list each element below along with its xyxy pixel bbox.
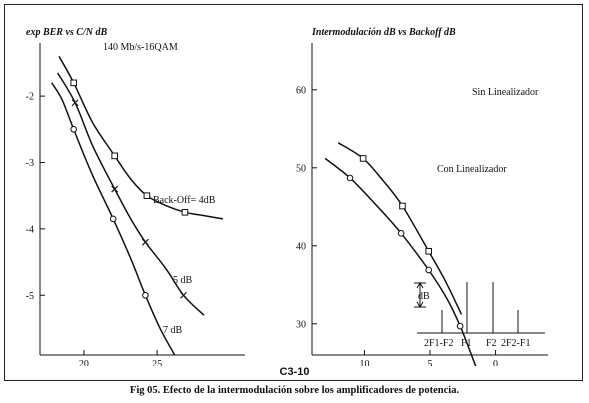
intermod-y-tick-label: 60 (296, 85, 306, 96)
ber-series-1-point (180, 291, 187, 299)
label-sin-linealizador: Sin Linealizador (472, 87, 539, 98)
spectrum-db-arrow-down (416, 301, 424, 308)
ber-x-tick-label: 25 (152, 359, 162, 366)
intermod-chart: Intermodulación dB vs Backoff dB 3040506… (296, 27, 548, 366)
ber-y-tick-label: -2 (26, 92, 34, 103)
ber-x-tick-label: 20 (79, 359, 89, 366)
ber-chart-subtitle: 140 Mb/s-16QAM (103, 42, 178, 53)
ber-chart-series (51, 55, 224, 356)
intermod-y-tick-label: 40 (296, 241, 306, 252)
ber-series-1-point (111, 185, 119, 193)
spectrum-label-2f1-f2: 2F1-F2 (424, 338, 453, 349)
ber-y-tick-label: -3 (26, 158, 34, 169)
figure-caption: Fig 05. Efecto de la intermodulación sob… (129, 385, 460, 396)
intermod-series-1-point (425, 247, 432, 255)
spectrum-db-arrow-up (416, 282, 424, 289)
ber-y-tick-label: -4 (26, 224, 34, 235)
ber-label-backoff-4db: Back-Off= 4dB (153, 195, 216, 206)
ber-series-0-point (109, 215, 117, 223)
ber-series-2-point (181, 208, 189, 216)
intermod-series-1-point (399, 202, 406, 210)
ber-y-tick-label: -5 (26, 291, 34, 302)
spectrum-lines (441, 282, 519, 333)
ber-series-0-point (70, 125, 77, 133)
intermod-x-tick-label: 0 (493, 359, 498, 366)
charts-canvas: exp BER vs C/N dB 140 Mb/s-16QAM -2-3-4-… (26, 27, 548, 366)
spectrum-label-f2: F2 (486, 338, 497, 349)
intermod-series-1-point (359, 155, 367, 162)
ber-label-5db: 5 dB (173, 275, 193, 286)
intermod-chart-y-ticks: 30 40 50 60 (296, 85, 317, 330)
ber-series-line-2 (58, 55, 224, 220)
ber-series-1-point (142, 238, 149, 246)
label-con-linealizador: Con Linealizador (437, 164, 507, 175)
intermod-chart-series (324, 142, 477, 366)
intermod-chart-title: Intermodulación dB vs Backoff dB (311, 27, 456, 38)
intermod-series-0-point (346, 174, 354, 182)
spectrum-label-f1: F1 (461, 338, 472, 349)
intermod-x-tick-label: 5 (428, 359, 433, 366)
figure-frame (4, 4, 583, 381)
intermod-series-line-0 (324, 157, 477, 366)
intermod-series-0-point (456, 322, 464, 330)
intermod-series-0-point (397, 230, 405, 237)
ber-chart: exp BER vs C/N dB 140 Mb/s-16QAM -2-3-4-… (26, 27, 245, 366)
intermod-y-tick-label: 30 (296, 319, 306, 330)
intermod-series-0-point (425, 266, 432, 274)
ber-label-7db: 7 dB (163, 325, 183, 336)
intermod-chart-x-ticks: 10 5 0 (359, 350, 498, 366)
ber-series-2-point (143, 192, 151, 199)
ber-series-line-1 (56, 72, 205, 316)
spectrum-label-2f2-f1: 2F2-F1 (501, 338, 530, 349)
ber-series-1-point (71, 99, 79, 107)
ber-chart-y-ticks: -2 -3 -4 -5 (26, 92, 45, 302)
ber-series-2-point (70, 79, 77, 87)
intermod-y-tick-label: 50 (296, 163, 306, 174)
spectrum-inset: dB 2F1-F2 F1 F2 2F2-F1 (414, 282, 545, 349)
ber-series-0-point (142, 291, 149, 299)
figure-code: C3-10 (279, 366, 310, 378)
ber-chart-x-ticks: 20 25 (79, 350, 162, 366)
spectrum-db-label: dB (418, 291, 430, 302)
ber-chart-title: exp BER vs C/N dB (26, 27, 107, 38)
ber-series-2-point (111, 152, 118, 160)
intermod-x-tick-label: 10 (359, 359, 369, 366)
